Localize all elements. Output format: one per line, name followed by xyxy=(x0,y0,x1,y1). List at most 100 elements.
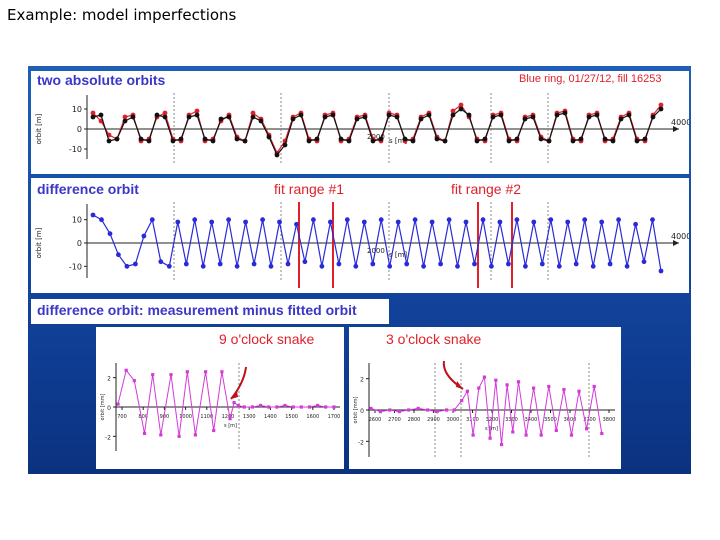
data-point xyxy=(573,261,579,267)
y-tick-label: -2 xyxy=(105,434,111,441)
data-point xyxy=(268,263,274,269)
data-point xyxy=(322,114,328,120)
data-point xyxy=(133,261,138,267)
data-point xyxy=(554,428,558,432)
data-point xyxy=(116,402,120,406)
data-point xyxy=(194,108,200,114)
data-point xyxy=(258,118,264,124)
data-point xyxy=(590,263,596,269)
x-end-tick-label: 4000 xyxy=(671,232,689,241)
data-point xyxy=(354,116,360,122)
absolute-orbits-chart: 10 0 -10 orbit [m] 4000 2000 s [m] xyxy=(35,93,689,163)
snake-arrowhead xyxy=(456,381,463,389)
data-point xyxy=(397,410,401,414)
data-point xyxy=(416,406,420,410)
data-point xyxy=(232,401,236,405)
data-point xyxy=(650,217,655,223)
data-point xyxy=(452,408,456,412)
data-point xyxy=(138,136,144,142)
x-tick-label: 700 xyxy=(117,414,127,420)
data-point xyxy=(328,219,333,225)
data-point xyxy=(210,138,216,144)
fit-range-1-label: fit range #1 xyxy=(274,181,345,197)
data-point xyxy=(578,136,584,142)
data-point xyxy=(477,386,481,390)
data-point xyxy=(234,136,240,142)
data-point xyxy=(407,408,411,412)
data-point xyxy=(162,110,168,116)
x-tick-label: 2700 xyxy=(388,417,401,423)
y-axis-label: orbit [mm] xyxy=(100,394,106,421)
data-point xyxy=(177,434,181,438)
data-point xyxy=(99,217,104,223)
data-point xyxy=(353,263,359,269)
x-tick-label: 3000 xyxy=(447,417,460,423)
data-point xyxy=(634,138,640,144)
data-point xyxy=(277,219,282,225)
data-point xyxy=(175,219,181,225)
y-tick-label: 10 xyxy=(72,216,82,225)
data-point xyxy=(446,217,452,223)
data-point xyxy=(523,263,528,269)
data-point xyxy=(565,219,571,225)
residual-header-strip: difference orbit: measurement minus fitt… xyxy=(31,299,389,324)
data-point xyxy=(285,261,291,267)
data-point xyxy=(650,114,656,120)
data-point xyxy=(259,403,263,408)
data-point xyxy=(346,138,352,144)
data-point xyxy=(146,138,152,144)
data-point xyxy=(388,408,392,412)
data-point xyxy=(192,217,198,223)
data-point xyxy=(260,217,265,223)
data-point xyxy=(194,112,200,118)
data-point xyxy=(592,384,596,389)
data-point xyxy=(463,219,469,225)
series-line xyxy=(92,108,662,157)
data-point xyxy=(275,405,279,409)
data-point xyxy=(204,370,208,374)
x-tick-label: 1100 xyxy=(200,414,213,420)
residual-label: difference orbit: measurement minus fitt… xyxy=(37,302,357,318)
data-point xyxy=(618,116,624,122)
data-point xyxy=(599,219,605,225)
data-point xyxy=(250,114,256,120)
data-point xyxy=(114,136,120,142)
x-axis-label: s [m] xyxy=(389,251,407,259)
data-point xyxy=(582,217,588,223)
data-point xyxy=(226,217,232,223)
x-tick-label: 2900 xyxy=(427,417,440,423)
data-point xyxy=(332,405,336,409)
data-point xyxy=(274,152,280,158)
x-tick-label: 2800 xyxy=(408,417,421,423)
data-point xyxy=(434,136,440,142)
data-point xyxy=(338,136,344,142)
data-point xyxy=(514,217,520,223)
x-tick-label: 1300 xyxy=(243,414,256,420)
data-point xyxy=(370,261,376,267)
data-point xyxy=(251,261,257,267)
data-point xyxy=(183,261,189,267)
series-line xyxy=(117,369,334,437)
data-point xyxy=(570,138,576,144)
data-point xyxy=(410,138,416,144)
data-point xyxy=(185,370,189,374)
data-point xyxy=(466,112,472,118)
data-point xyxy=(336,261,342,267)
data-point xyxy=(378,217,384,223)
data-point xyxy=(299,405,303,409)
data-point xyxy=(531,219,537,225)
x-tick-label: 3800 xyxy=(603,417,616,423)
data-point xyxy=(186,114,192,120)
data-point xyxy=(394,114,400,120)
data-point xyxy=(426,408,430,412)
data-point xyxy=(602,136,608,142)
data-point xyxy=(250,110,256,116)
data-point xyxy=(607,261,613,267)
y-tick-label: 2 xyxy=(107,376,111,383)
data-point xyxy=(243,219,249,225)
y-axis-label: orbit [mm] xyxy=(353,397,359,424)
data-point xyxy=(547,384,551,389)
data-point xyxy=(497,219,503,225)
absolute-orbits-label: two absolute orbits xyxy=(37,72,166,88)
x-tick-label: 3500 xyxy=(544,417,557,423)
